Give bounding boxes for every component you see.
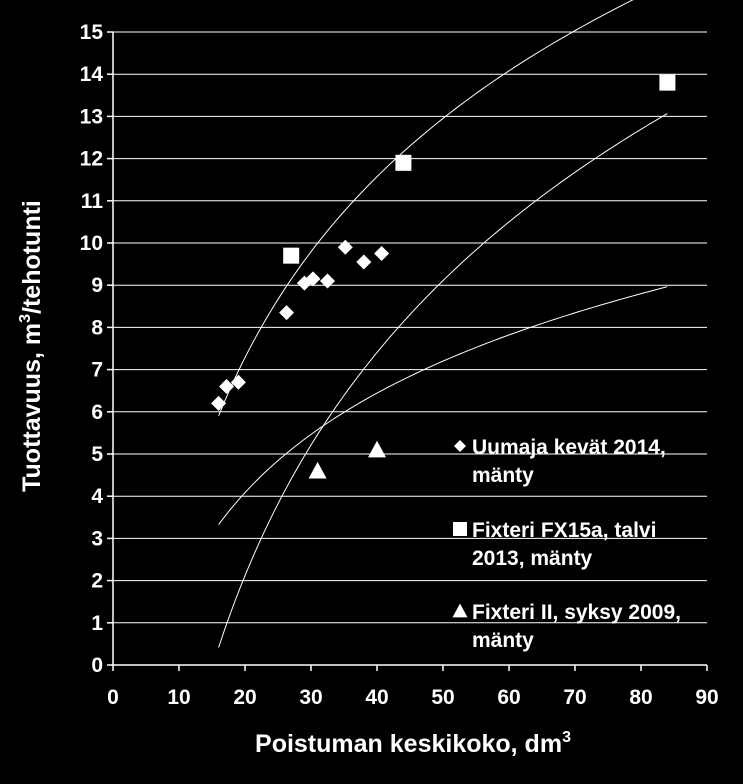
y-tick-label: 4 xyxy=(91,485,103,508)
diamond-point xyxy=(219,378,235,394)
legend-entry-text: Uumaja kevät 2014, xyxy=(472,436,666,459)
y-tick-label: 9 xyxy=(91,274,103,297)
x-tick-label: 30 xyxy=(299,686,322,709)
x-tick-label: 60 xyxy=(497,686,520,709)
y-tick-label: 8 xyxy=(91,316,103,339)
diamond-point xyxy=(279,305,295,321)
y-tick-label: 0 xyxy=(91,654,103,677)
legend-entry-text: Fixteri II, syksy 2009, xyxy=(472,601,681,624)
x-tick-label: 70 xyxy=(563,686,586,709)
diamond-point xyxy=(337,239,353,255)
y-tick-label: 15 xyxy=(80,21,104,44)
triangle-point xyxy=(368,440,386,458)
diamond-point xyxy=(374,246,390,262)
y-tick-label: 14 xyxy=(80,63,104,86)
y-tick-label: 10 xyxy=(80,232,103,255)
y-tick-label: 7 xyxy=(91,359,103,382)
y-axis-title: Tuottavuus, m3/tehotunti xyxy=(17,200,46,492)
legend-entry-text: mänty xyxy=(472,464,534,487)
y-tick-label: 6 xyxy=(91,401,103,424)
legend-triangle-icon xyxy=(452,603,468,618)
triangle-point xyxy=(308,461,327,479)
legend-diamond-icon xyxy=(454,440,466,452)
diamond-point xyxy=(305,271,321,287)
diamond-point xyxy=(356,254,372,270)
x-tick-label: 20 xyxy=(233,686,256,709)
x-tick-label: 80 xyxy=(629,686,652,709)
trendline-2 xyxy=(218,113,668,648)
y-tick-label: 12 xyxy=(80,148,103,171)
y-tick-label: 1 xyxy=(91,612,103,635)
y-tick-label: 5 xyxy=(91,443,103,466)
y-tick-label: 13 xyxy=(80,105,103,128)
legend-entry-text: 2013, mänty xyxy=(472,547,593,570)
data-points xyxy=(211,74,676,479)
legend-entry-text: mänty xyxy=(472,629,534,652)
diamond-point xyxy=(211,395,227,411)
grid-lines xyxy=(113,31,707,624)
square-point xyxy=(395,154,412,171)
x-tick-label: 40 xyxy=(365,686,388,709)
square-point xyxy=(659,74,676,91)
x-tick-label: 90 xyxy=(695,686,718,709)
legend-square-icon xyxy=(453,522,467,536)
legend-entry-text: Fixteri FX15a, talvi xyxy=(472,519,656,542)
trendlines xyxy=(218,0,668,648)
x-tick-label: 0 xyxy=(107,686,119,709)
diamond-point xyxy=(230,374,246,390)
y-tick-label: 11 xyxy=(81,190,104,213)
x-tick-label: 10 xyxy=(167,686,190,709)
diamond-point xyxy=(320,273,335,289)
y-tick-label: 3 xyxy=(91,527,103,550)
trendline-3 xyxy=(218,286,668,525)
legend: Uumaja kevät 2014, mänty Fixteri FX15a, ta… xyxy=(452,436,681,652)
x-tick-label: 50 xyxy=(431,686,454,709)
x-axis-title: Poistuman keskikoko, dm3 xyxy=(255,729,571,758)
square-point xyxy=(283,247,300,264)
y-tick-label: 2 xyxy=(91,570,103,593)
trendline-1 xyxy=(218,0,634,416)
